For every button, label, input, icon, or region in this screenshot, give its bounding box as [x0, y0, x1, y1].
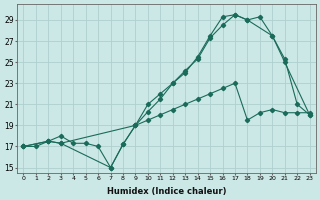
X-axis label: Humidex (Indice chaleur): Humidex (Indice chaleur)	[107, 187, 226, 196]
